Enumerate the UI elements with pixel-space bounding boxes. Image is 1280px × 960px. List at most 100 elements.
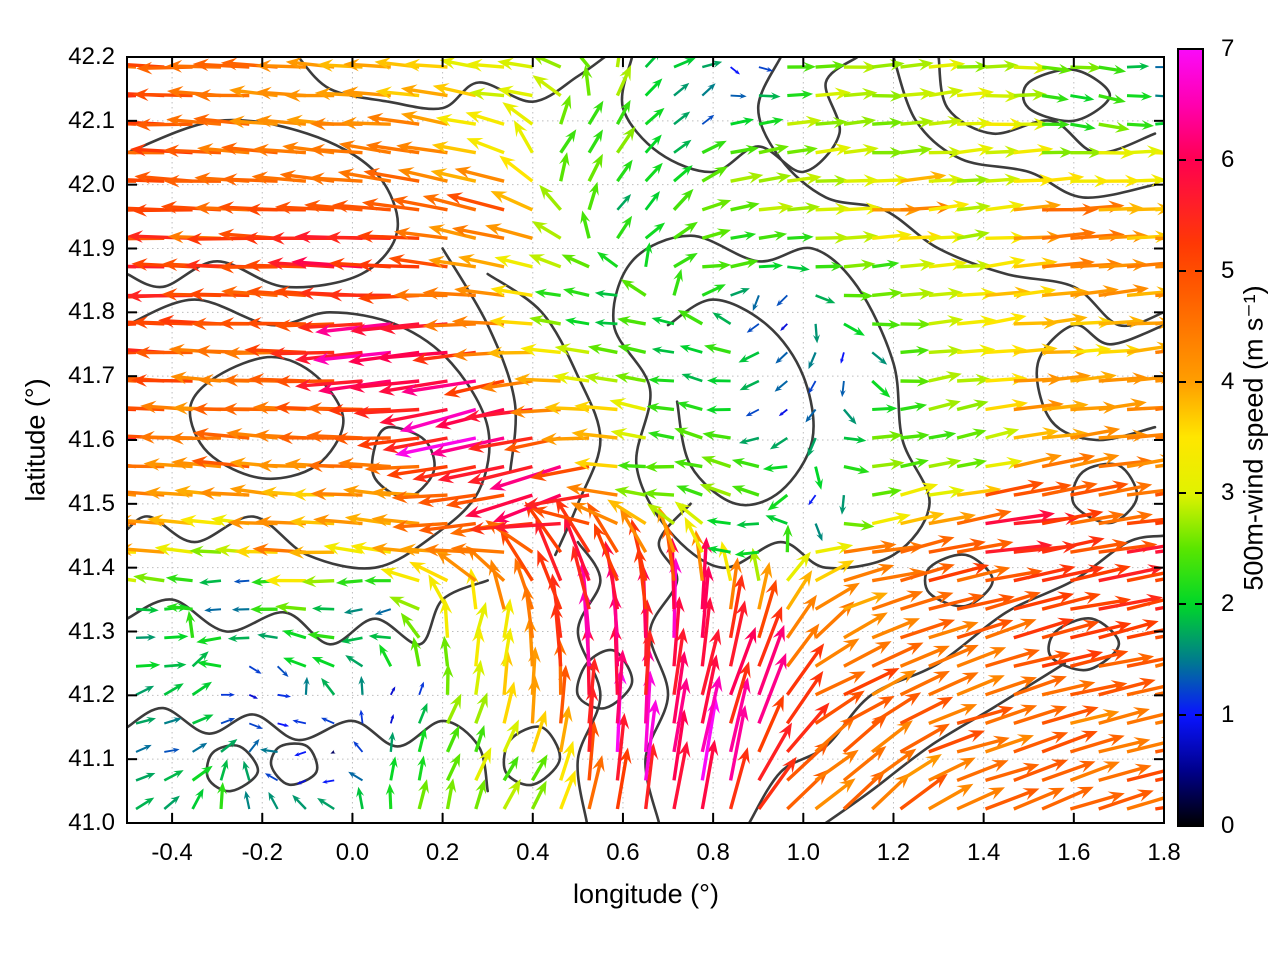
wind-vector-shaft — [349, 657, 364, 668]
wind-vector-head — [313, 514, 330, 528]
wind-vector — [563, 287, 590, 297]
wind-vector-head — [288, 546, 305, 559]
wind-vector-head — [795, 551, 811, 568]
wind-vector-shaft — [778, 294, 788, 304]
wind-vector-head — [1033, 61, 1050, 75]
wind-vector-head — [449, 693, 462, 710]
wind-vector — [1013, 452, 1062, 469]
wind-vector — [1098, 619, 1159, 640]
wind-vector-shaft — [657, 318, 675, 326]
wind-vector-shaft — [1098, 65, 1119, 72]
wind-vector-head — [489, 478, 507, 491]
wind-vector-head — [834, 202, 851, 216]
wind-vector — [871, 642, 924, 668]
wind-vector-shaft — [172, 148, 222, 155]
wind-vector-head — [176, 661, 187, 670]
wind-vector-shaft — [730, 147, 752, 155]
wind-vector-head — [353, 406, 370, 419]
wind-vector-head — [313, 352, 330, 366]
contour-line — [756, 56, 1165, 328]
wind-vector-shaft — [502, 786, 518, 810]
wind-vector — [255, 86, 307, 100]
wind-vector-shaft — [540, 509, 590, 526]
wind-vector — [1126, 454, 1165, 469]
wind-vector — [956, 143, 994, 157]
wind-vector — [423, 543, 476, 557]
wind-vector-shaft — [785, 630, 815, 668]
wind-vector-head — [1102, 452, 1120, 466]
wind-vector — [647, 430, 675, 440]
wind-vector-shaft — [1041, 594, 1092, 611]
wind-vector — [843, 465, 870, 475]
wind-vector-shaft — [243, 765, 251, 781]
wind-vector-shaft — [843, 644, 884, 668]
wind-vector — [757, 579, 778, 639]
wind-vector-shaft — [900, 460, 922, 469]
wind-vector — [839, 494, 847, 515]
wind-vector-head — [1133, 737, 1151, 750]
wind-vector-shaft — [787, 265, 804, 271]
wind-vector-head — [1141, 619, 1159, 632]
wind-vector-head — [101, 87, 117, 100]
wind-vector-head — [454, 284, 471, 298]
wind-vector-shaft — [928, 291, 954, 298]
wind-vector — [454, 166, 505, 183]
wind-vector-head — [684, 221, 698, 234]
wind-vector-head — [326, 288, 343, 302]
wind-vector-shaft — [371, 201, 420, 212]
wind-vector-head — [908, 567, 926, 581]
wind-vector-shaft — [1070, 288, 1110, 298]
wind-vector-head — [400, 84, 418, 97]
wind-vector-shaft — [474, 610, 485, 639]
wind-vector-shaft — [681, 506, 704, 525]
wind-vector-shaft — [871, 515, 902, 526]
wind-vector-head — [774, 652, 787, 671]
wind-vector-head — [488, 559, 502, 577]
wind-vector-head — [1058, 63, 1073, 75]
wind-vector-head — [1087, 61, 1102, 74]
wind-vector — [757, 606, 783, 667]
wind-vector — [672, 741, 691, 810]
wind-vector-head — [539, 184, 554, 200]
wind-vector-head — [840, 358, 845, 364]
wind-vector-shaft — [843, 234, 869, 240]
wind-vector-head — [718, 541, 732, 559]
wind-vector-shaft — [928, 432, 949, 440]
wind-vector-head — [1038, 509, 1055, 523]
wind-vector-shaft — [455, 493, 505, 506]
wind-vector — [126, 378, 137, 383]
wind-vector — [534, 288, 561, 299]
wind-vector — [435, 550, 477, 583]
wind-vector — [928, 592, 985, 611]
wind-vector-shaft — [1013, 204, 1052, 212]
wind-vector-head — [430, 444, 448, 458]
wind-vector-shaft — [559, 134, 574, 154]
wind-vector-shaft — [536, 256, 562, 269]
wind-vector — [1013, 617, 1075, 640]
wind-vector-shaft — [625, 464, 646, 469]
wind-vector — [326, 288, 391, 302]
wind-vector-shaft — [1069, 736, 1116, 754]
wind-vector-head — [194, 172, 211, 186]
wind-vector-head — [428, 255, 445, 269]
wind-vector-shaft — [126, 350, 137, 355]
wind-vector-head — [592, 755, 605, 773]
wind-vector — [1041, 786, 1094, 811]
wind-vector-shaft — [928, 515, 967, 526]
wind-vector — [363, 167, 420, 183]
wind-vector-head — [1165, 93, 1174, 100]
contour-line — [1035, 323, 1165, 442]
wind-vector — [431, 141, 477, 155]
contour-line — [269, 742, 319, 787]
wind-vector-head — [144, 797, 155, 806]
wind-vector — [787, 264, 810, 273]
wind-vector-shaft — [700, 684, 720, 753]
wind-vector-head — [973, 399, 989, 411]
wind-vector-head — [974, 60, 990, 73]
wind-vector-shaft — [900, 120, 925, 126]
wind-vector-head — [465, 111, 483, 124]
wind-vector — [587, 502, 619, 554]
wind-vector-head — [742, 117, 754, 126]
wind-vector-head — [987, 787, 1005, 800]
wind-vector-shaft — [809, 380, 817, 391]
